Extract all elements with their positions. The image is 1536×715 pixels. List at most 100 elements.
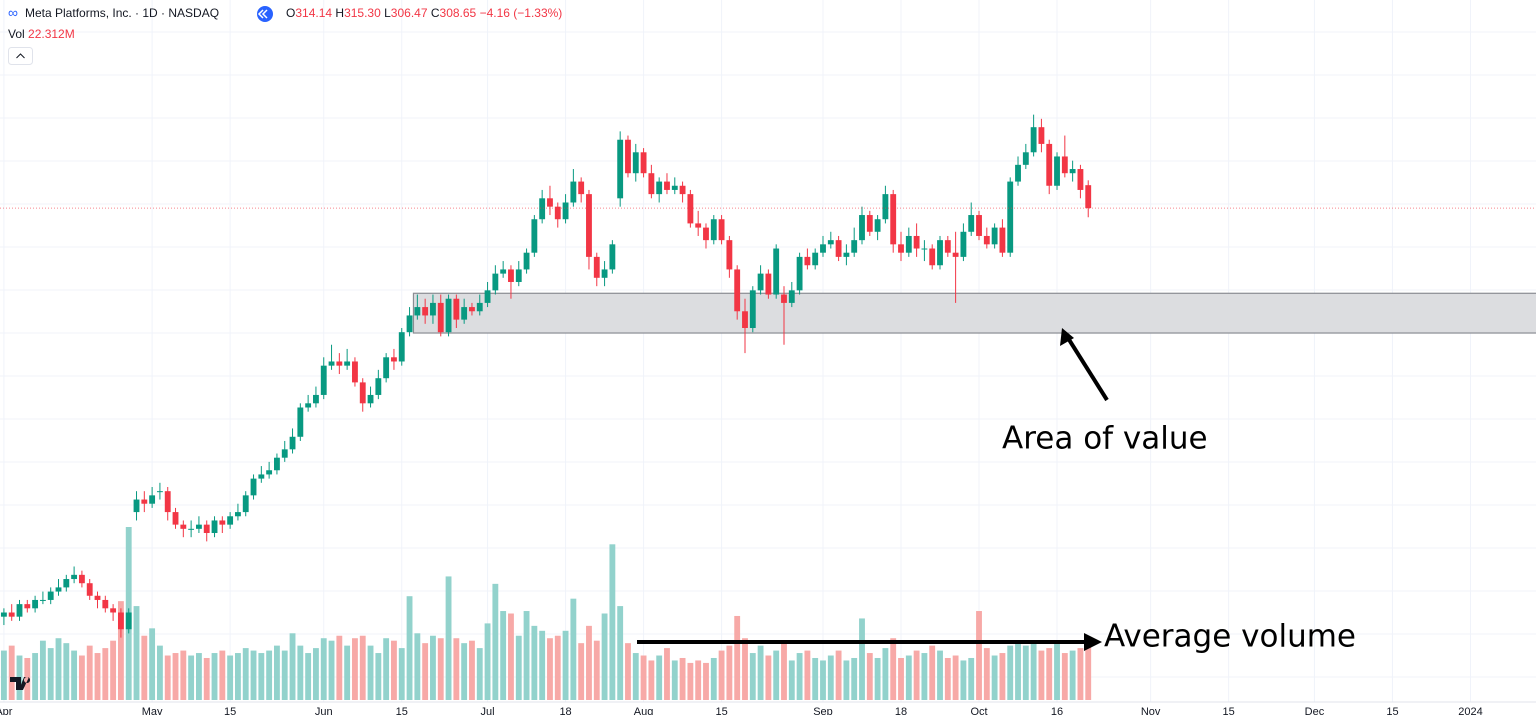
candle-body: [32, 599, 39, 609]
candle-body: [445, 298, 452, 333]
volume-bar: [687, 662, 694, 700]
volume-bar: [78, 655, 85, 700]
volume-bar: [274, 645, 280, 700]
volume-bar: [625, 643, 631, 700]
candle-body: [16, 604, 23, 617]
candle-body: [1085, 185, 1092, 209]
candle-body: [461, 307, 468, 320]
volume-bar: [391, 640, 397, 700]
volume-bar: [796, 653, 803, 700]
candle-body: [843, 252, 850, 257]
candle-body: [469, 307, 475, 312]
volume-bar: [944, 657, 951, 700]
candle-body: [0, 612, 7, 617]
candle-body: [258, 474, 265, 479]
candle-body: [687, 194, 694, 224]
volume-bar: [718, 650, 725, 700]
candle-body: [383, 357, 390, 379]
replay-icon-glyph: [257, 9, 268, 19]
volume-bar: [219, 650, 226, 700]
x-tick-label: 18: [895, 706, 907, 715]
candle-body: [281, 449, 288, 458]
volume-bar: [866, 653, 873, 700]
volume-bar: [359, 635, 366, 700]
change: −4.16 (−1.33%): [480, 6, 563, 20]
zone-arrow: [1066, 336, 1109, 402]
volume-bar: [890, 638, 897, 700]
volume-bar: [905, 655, 912, 700]
x-tick-label: Aug: [634, 706, 654, 715]
volume-bar: [500, 611, 507, 700]
volume-bar: [671, 660, 678, 700]
candle-body: [8, 612, 15, 617]
volume-bar: [679, 657, 686, 700]
volume-bar: [648, 660, 655, 700]
candle-body: [648, 173, 655, 195]
candle-body: [289, 436, 296, 450]
candle-body: [773, 248, 780, 295]
candle-body: [937, 240, 943, 266]
candle-body: [703, 227, 709, 241]
volume-bar: [531, 625, 538, 700]
volume-bar: [39, 640, 46, 700]
volume-bar: [593, 640, 600, 700]
volume-bar: [32, 653, 39, 700]
candle-body: [523, 252, 530, 270]
volume-bar: [289, 633, 296, 700]
volume-bar: [999, 653, 1006, 700]
x-tick-label: 18: [559, 706, 571, 715]
candle-body: [86, 583, 93, 596]
volume-bar: [172, 653, 179, 700]
volume-bar: [367, 645, 374, 700]
collapse-button[interactable]: [8, 47, 33, 65]
volume-bar: [117, 601, 124, 700]
candle-body: [219, 520, 226, 525]
candle-body: [742, 311, 748, 329]
x-tick-label: 15: [224, 706, 236, 715]
volume-bar: [976, 611, 982, 700]
volume-bar: [773, 650, 780, 700]
candle-body: [531, 219, 538, 253]
volume-bar: [141, 635, 148, 700]
candle-body: [625, 139, 631, 174]
candle-body: [804, 256, 811, 266]
tv-logo: [10, 677, 31, 690]
volume-bar: [710, 657, 717, 700]
volume-bar: [570, 598, 577, 700]
replay-icon[interactable]: [257, 6, 273, 22]
volume-bar: [258, 653, 265, 700]
ohlc-value: 308.65: [440, 6, 477, 20]
candle-body: [71, 574, 78, 580]
x-tick-label: May: [142, 706, 163, 715]
candle-body: [710, 219, 717, 241]
candle-body: [320, 365, 327, 395]
candle-body: [117, 612, 124, 630]
volume-bar: [968, 657, 975, 700]
candle-body: [679, 185, 686, 195]
volume-bar: [227, 655, 234, 700]
volume-legend: Vol 22.312M: [8, 27, 75, 41]
volume-bar: [1022, 645, 1029, 700]
candle-body: [180, 524, 187, 529]
volume-bar: [375, 653, 382, 700]
volume-bar: [352, 638, 358, 700]
volume-bar: [8, 645, 15, 700]
candle-body: [453, 298, 460, 320]
candle-body: [188, 528, 195, 530]
candle-body: [328, 361, 335, 366]
volume-bar: [328, 640, 335, 700]
volume-bar: [320, 638, 327, 700]
volume-bar: [508, 613, 514, 700]
volume-bar: [601, 613, 608, 700]
candle-body: [266, 470, 273, 475]
candle-body: [1046, 143, 1053, 186]
candle-body: [39, 599, 46, 601]
volume-bar: [430, 635, 436, 700]
x-tick-label: Apr: [0, 706, 13, 715]
volume-bar: [313, 648, 319, 700]
volume-bar: [781, 640, 787, 700]
volume-bar: [47, 648, 54, 700]
volume-bar: [695, 660, 702, 700]
candle-body: [757, 273, 764, 291]
volume-bar: [703, 662, 709, 700]
